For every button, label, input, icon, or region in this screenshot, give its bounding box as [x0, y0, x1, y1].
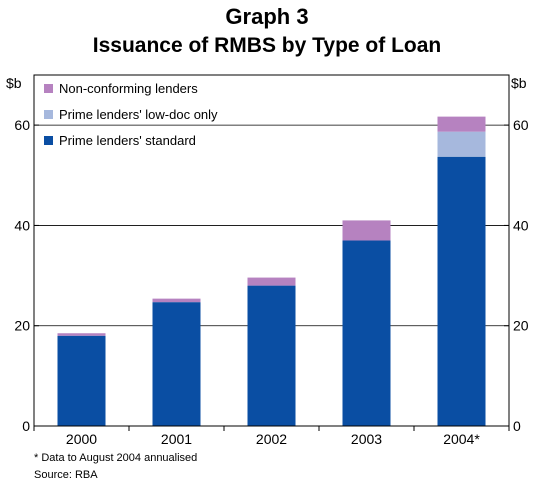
bar-segment: [342, 220, 391, 241]
bar-segment: [437, 131, 486, 157]
y-tick-label-left: 0: [22, 418, 30, 434]
y-tick-label-left: 40: [14, 217, 30, 233]
bar-segment: [152, 302, 201, 426]
legend-swatch: [44, 110, 53, 119]
bar-segment: [437, 116, 486, 132]
x-tick-label: 2004*: [443, 431, 480, 447]
y-tick-label-right: 60: [513, 117, 529, 133]
legend-swatch: [44, 84, 53, 93]
footnote: * Data to August 2004 annualised: [34, 452, 198, 464]
bar-segment: [247, 285, 296, 426]
bar-segment: [57, 333, 106, 336]
source-note: Source: RBA: [34, 469, 98, 481]
legend-label: Prime lenders' standard: [59, 133, 196, 148]
plot-frame: [33, 74, 510, 427]
legend-label: Non-conforming lenders: [59, 81, 198, 96]
y-tick-label-left: 20: [14, 318, 30, 334]
y-tick-label-right: 20: [513, 318, 529, 334]
legend-label: Prime lenders' low-doc only: [59, 107, 218, 122]
y-tick-label-right: 0: [513, 418, 521, 434]
bar-segment: [247, 277, 296, 286]
y-unit-left: $b: [6, 75, 22, 91]
graph-label: Graph 3: [225, 4, 309, 29]
legend-swatch: [44, 136, 53, 145]
x-tick-label: 2000: [66, 431, 97, 447]
x-tick-label: 2003: [351, 431, 382, 447]
bar-segment: [57, 335, 106, 426]
bar-segment: [437, 156, 486, 427]
y-unit-right: $b: [511, 75, 527, 91]
y-tick-label-left: 60: [14, 117, 30, 133]
y-tick-label-right: 40: [513, 217, 529, 233]
bar-segment: [342, 240, 391, 426]
chart-title: Issuance of RMBS by Type of Loan: [92, 34, 442, 57]
bar-segment: [152, 298, 201, 303]
x-tick-label: 2001: [161, 431, 192, 447]
x-tick-label: 2002: [256, 431, 287, 447]
